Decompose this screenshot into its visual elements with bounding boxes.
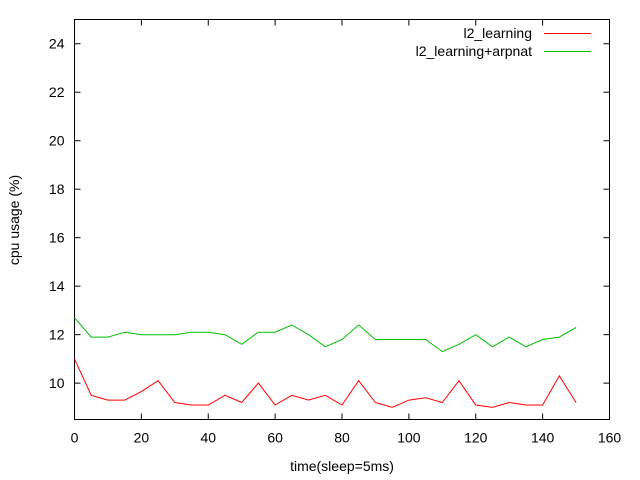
y-axis-label: cpu usage (%) bbox=[6, 175, 22, 265]
x-tick-label: 160 bbox=[598, 430, 622, 446]
plot-frame bbox=[74, 19, 610, 420]
x-tick-label: 140 bbox=[531, 430, 555, 446]
x-tick-label: 0 bbox=[71, 430, 79, 446]
x-tick-label: 100 bbox=[397, 430, 421, 446]
y-tick-label: 12 bbox=[49, 327, 65, 343]
x-tick-label: 20 bbox=[134, 430, 150, 446]
series-line-l2-learning-arpnat bbox=[74, 317, 577, 353]
y-tick-label: 16 bbox=[49, 230, 65, 246]
x-tick-label: 120 bbox=[464, 430, 488, 446]
series-line-l2-learning bbox=[74, 358, 577, 408]
y-tick-label: 18 bbox=[49, 181, 65, 197]
y-tick-label: 20 bbox=[49, 133, 65, 149]
legend-label-l2-learning: l2_learning bbox=[464, 25, 533, 41]
series-lines bbox=[74, 317, 577, 408]
legend: l2_learning l2_learning+arpnat bbox=[416, 25, 591, 59]
y-tick-label: 22 bbox=[49, 84, 65, 100]
y-tick-labels: 10 12 14 16 18 20 22 24 bbox=[49, 36, 65, 391]
legend-label-l2-learning-arpnat: l2_learning+arpnat bbox=[416, 43, 532, 59]
x-axis-label: time(sleep=5ms) bbox=[290, 458, 394, 474]
x-tick-label: 40 bbox=[200, 430, 216, 446]
x-tick-labels: 0 20 40 60 80 100 120 140 160 bbox=[71, 430, 622, 446]
axis-ticks bbox=[74, 19, 610, 420]
x-tick-label: 60 bbox=[267, 430, 283, 446]
y-tick-label: 10 bbox=[49, 375, 65, 391]
x-tick-label: 80 bbox=[334, 430, 350, 446]
y-tick-label: 14 bbox=[49, 278, 65, 294]
y-tick-label: 24 bbox=[49, 36, 65, 52]
